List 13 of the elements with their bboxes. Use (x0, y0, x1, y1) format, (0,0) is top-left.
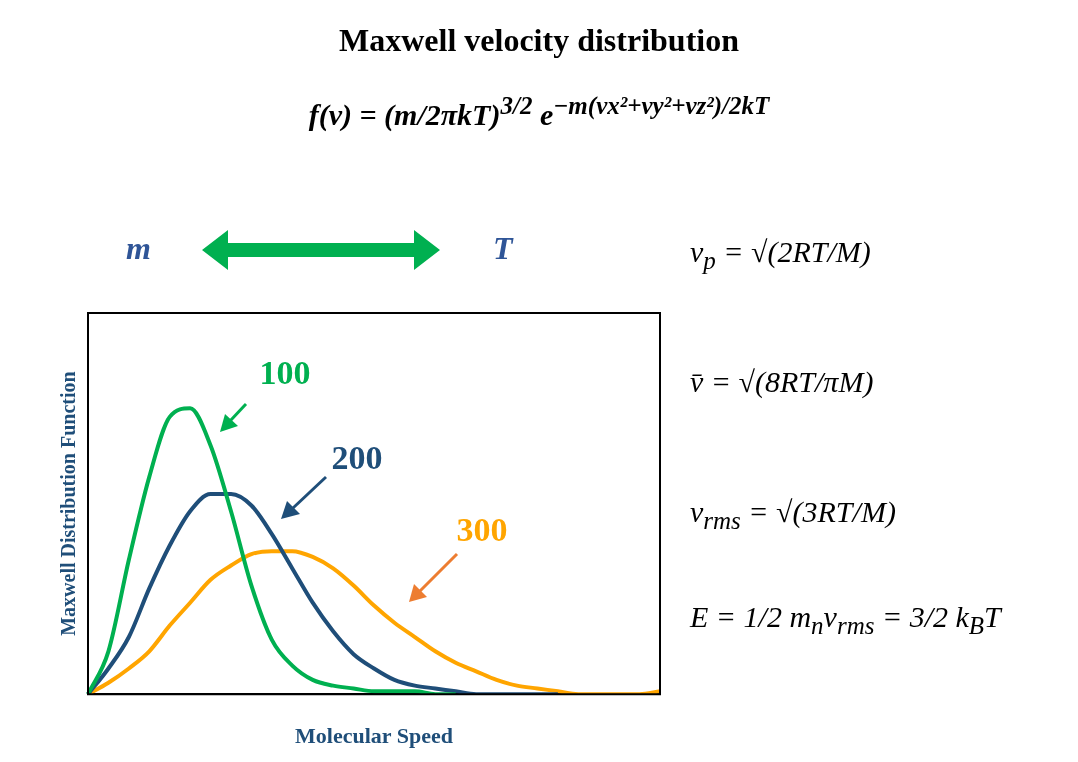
chart-title: Maxwell velocity distribution (338, 22, 740, 59)
text: v$_{p}$ = √(2RT/M) (690, 235, 871, 275)
text: v$_{rms}$ = √(3RT/M) (690, 495, 896, 535)
y-axis-title: Maxwell Distribution Function (57, 371, 80, 636)
text: v̄ = √(8RT/πM) (690, 365, 874, 399)
text: T (493, 230, 513, 267)
text: 200 (331, 438, 383, 476)
text: 300 (456, 510, 508, 548)
series-label: 100 (259, 353, 311, 391)
x-axis-title: Molecular Speed (295, 723, 453, 749)
text: E = 1/2 m$_{n}$v$_{rms}$ = 3/2 k$_{B}$T (690, 600, 1001, 640)
chart-subtitle: f(v) = (m/2πkT)$^{3/2}$ e$^{−m(vx²+vy²+vz²)/2kT}$ (307, 92, 771, 132)
text: m (126, 230, 151, 267)
